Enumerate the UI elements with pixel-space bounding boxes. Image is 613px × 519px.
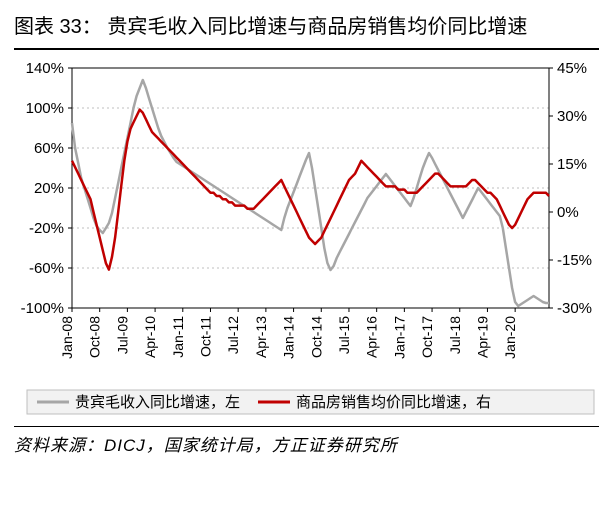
chart-area: -100% -60% -20% 20% 60% 100% 140% -30% -15% 0% 15%…: [14, 58, 599, 418]
svg-text:Oct-08: Oct-08: [87, 316, 103, 358]
svg-text:-60%: -60%: [29, 260, 64, 277]
svg-text:140%: 140%: [26, 60, 64, 77]
svg-text:Jul-09: Jul-09: [114, 316, 130, 354]
svg-text:Apr-19: Apr-19: [474, 316, 490, 358]
svg-text:Jan-11: Jan-11: [170, 316, 186, 358]
svg-text:-100%: -100%: [21, 300, 64, 317]
svg-text:Apr-13: Apr-13: [253, 316, 269, 358]
svg-text:Oct-14: Oct-14: [308, 316, 324, 358]
svg-text:Jan-08: Jan-08: [59, 316, 75, 359]
legend-item: 贵宾毛收入同比增速，左: [75, 394, 240, 411]
divider-bottom: [14, 426, 599, 427]
svg-text:Apr-10: Apr-10: [142, 316, 158, 358]
svg-text:-20%: -20%: [29, 220, 64, 237]
svg-text:0%: 0%: [557, 204, 579, 221]
svg-text:Jul-12: Jul-12: [225, 316, 241, 354]
svg-text:Oct-17: Oct-17: [419, 316, 435, 358]
svg-text:Jan-14: Jan-14: [281, 316, 297, 359]
svg-text:-15%: -15%: [557, 252, 592, 269]
source-text: 资料来源：DICJ，国家统计局，方正证券研究所: [14, 431, 599, 456]
svg-text:60%: 60%: [34, 140, 64, 157]
svg-text:Oct-11: Oct-11: [197, 316, 213, 357]
svg-text:Jan-20: Jan-20: [502, 316, 518, 359]
svg-text:15%: 15%: [557, 156, 587, 173]
divider-top: [14, 48, 599, 50]
svg-text:Apr-16: Apr-16: [364, 316, 380, 358]
svg-text:Jul-18: Jul-18: [447, 316, 463, 354]
svg-text:20%: 20%: [34, 180, 64, 197]
svg-text:Jan-17: Jan-17: [391, 316, 407, 359]
svg-text:45%: 45%: [557, 60, 587, 77]
svg-text:-30%: -30%: [557, 300, 592, 317]
svg-text:100%: 100%: [26, 100, 64, 117]
svg-text:30%: 30%: [557, 108, 587, 125]
legend-item: 商品房销售均价同比增速，右: [296, 394, 491, 411]
svg-text:Jul-15: Jul-15: [336, 316, 352, 354]
chart-title: 图表 33： 贵宾毛收入同比增速与商品房销售均价同比增速: [14, 12, 599, 42]
